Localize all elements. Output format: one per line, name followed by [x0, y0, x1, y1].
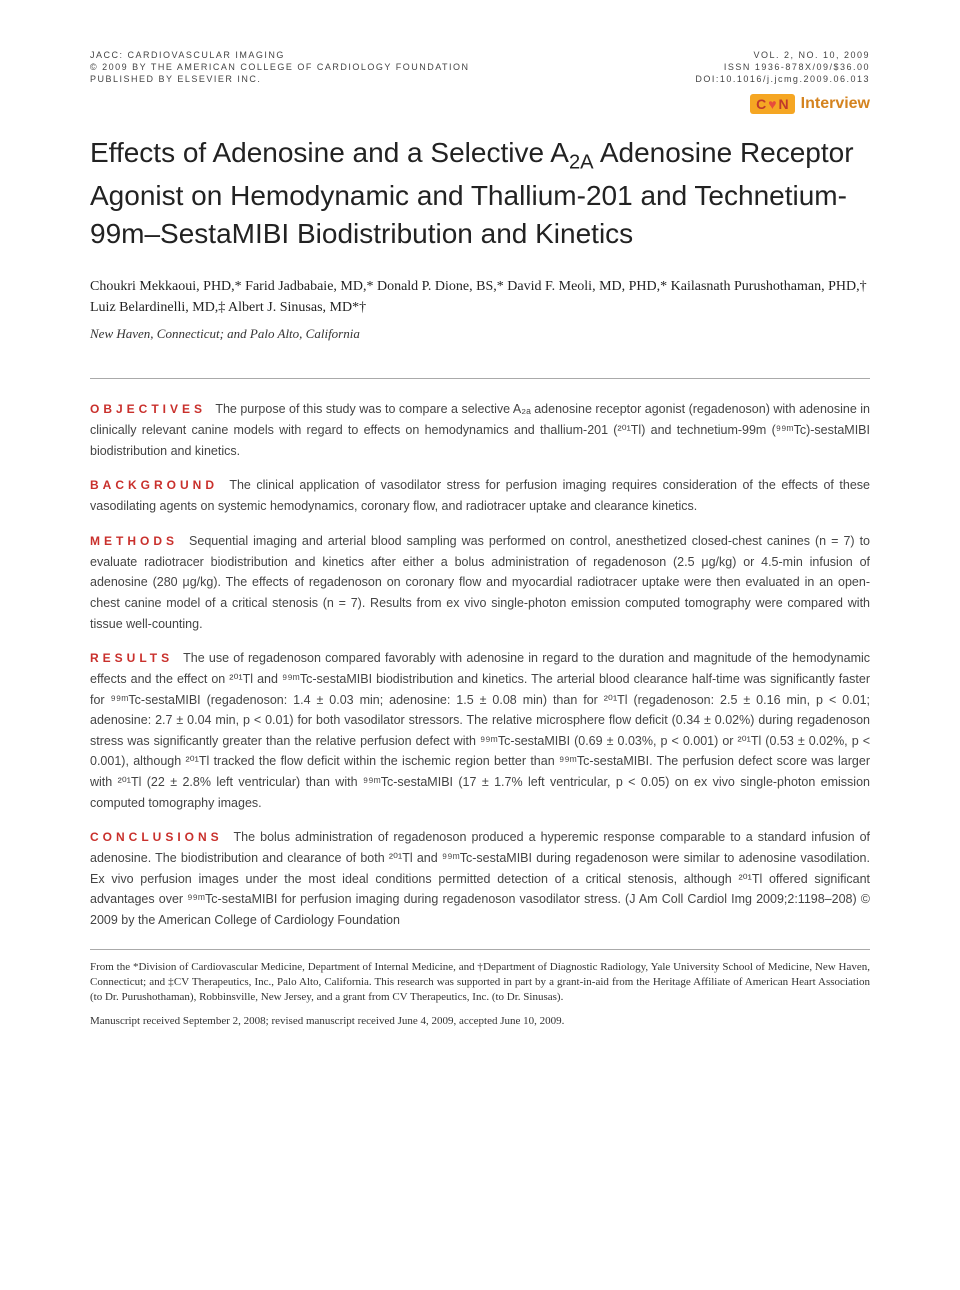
journal-header: JACC: CARDIOVASCULAR IMAGING © 2009 BY T…	[90, 50, 870, 86]
objectives-text: The purpose of this study was to compare…	[90, 402, 870, 457]
methods-label: METHODS	[90, 534, 178, 548]
results-label: RESULTS	[90, 651, 173, 665]
manuscript-dates: Manuscript received September 2, 2008; r…	[90, 1014, 870, 1029]
article-title: Effects of Adenosine and a Selective A2A…	[90, 134, 870, 252]
conclusions-text: The bolus administration of regadenoson …	[90, 830, 870, 927]
title-divider	[90, 378, 870, 379]
affiliations: New Haven, Connecticut; and Palo Alto, C…	[90, 326, 870, 342]
conclusions-label: CONCLUSIONS	[90, 830, 223, 844]
doi-line: DOI:10.1016/j.jcmg.2009.06.013	[695, 74, 870, 84]
methods-text: Sequential imaging and arterial blood sa…	[90, 534, 870, 631]
results-section: RESULTS The use of regadenoson compared …	[90, 648, 870, 813]
title-subscript: 2A	[569, 152, 594, 174]
objectives-label: OBJECTIVES	[90, 402, 206, 416]
interview-badge: C♥N Interview	[90, 94, 870, 114]
methods-section: METHODS Sequential imaging and arterial …	[90, 531, 870, 634]
header-left: JACC: CARDIOVASCULAR IMAGING © 2009 BY T…	[90, 50, 470, 86]
author-list: Choukri Mekkaoui, PHD,* Farid Jadbabaie,…	[90, 276, 870, 318]
conclusions-section: CONCLUSIONS The bolus administration of …	[90, 827, 870, 930]
background-section: BACKGROUND The clinical application of v…	[90, 475, 870, 516]
copyright-line: © 2009 BY THE AMERICAN COLLEGE OF CARDIO…	[90, 62, 470, 72]
heart-icon: ♥	[768, 96, 776, 112]
results-text: The use of regadenoson compared favorabl…	[90, 651, 870, 810]
title-part-1: Effects of Adenosine and a Selective A	[90, 137, 569, 168]
publisher-line: PUBLISHED BY ELSEVIER INC.	[90, 74, 470, 84]
journal-name: JACC: CARDIOVASCULAR IMAGING	[90, 50, 470, 60]
objectives-section: OBJECTIVES The purpose of this study was…	[90, 399, 870, 461]
header-right: VOL. 2, NO. 10, 2009 ISSN 1936-878X/09/$…	[695, 50, 870, 86]
background-label: BACKGROUND	[90, 478, 218, 492]
affiliation-footnote: From the *Division of Cardiovascular Med…	[90, 960, 870, 1006]
interview-label: Interview	[801, 95, 870, 113]
issn-line: ISSN 1936-878X/09/$36.00	[695, 62, 870, 72]
volume-issue: VOL. 2, NO. 10, 2009	[695, 50, 870, 60]
cvn-logo-icon: C♥N	[750, 94, 795, 114]
footnote-divider	[90, 949, 870, 950]
